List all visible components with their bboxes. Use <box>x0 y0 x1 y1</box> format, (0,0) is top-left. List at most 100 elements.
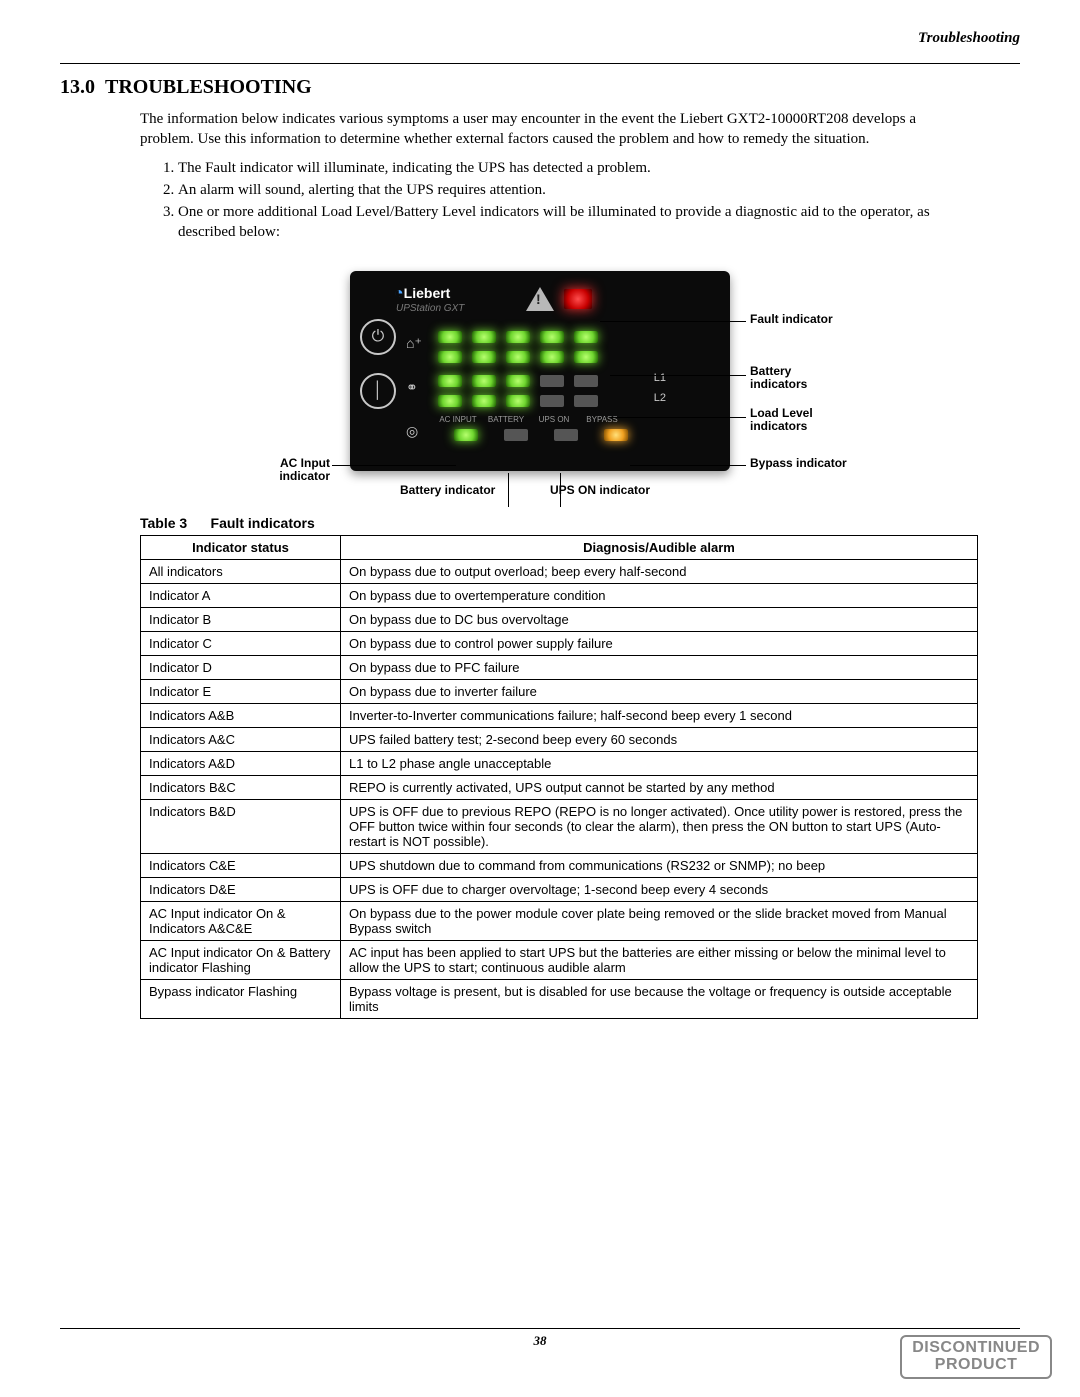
ups-front-panel: ◔Liebert UPStation GXT ⏻ │ ⌂⁺ ⚭ ◎ ! L1 L… <box>350 271 730 471</box>
callout-line <box>332 465 456 466</box>
table-cell: Indicator A <box>141 583 341 607</box>
table-row: Indicators B&CREPO is currently activate… <box>141 775 978 799</box>
line-label: L1 <box>654 372 666 384</box>
table-cell: L1 to L2 phase angle unacceptable <box>341 751 978 775</box>
table-row: Indicators D&EUPS is OFF due to charger … <box>141 877 978 901</box>
battery-led-row <box>438 331 598 343</box>
brand-logo: ◔Liebert <box>394 285 450 303</box>
callout-line <box>600 321 746 322</box>
table-cell: Indicators A&C <box>141 727 341 751</box>
table-cell: Indicator E <box>141 679 341 703</box>
table-cell: Indicator C <box>141 631 341 655</box>
led <box>540 331 564 343</box>
table-header: Indicator status <box>141 535 341 559</box>
power-off-icon: │ <box>360 373 396 409</box>
table-row: Indicator DOn bypass due to PFC failure <box>141 655 978 679</box>
table-cell: Inverter-to-Inverter communications fail… <box>341 703 978 727</box>
battery-icon: ⌂⁺ <box>406 335 422 352</box>
table-row: Indicator AOn bypass due to overtemperat… <box>141 583 978 607</box>
table-cell: UPS shutdown due to command from communi… <box>341 853 978 877</box>
callout-fault: Fault indicator <box>750 313 850 327</box>
led <box>574 375 598 387</box>
table-cell: Bypass indicator Flashing <box>141 979 341 1018</box>
table-caption-text: Fault indicators <box>211 515 315 531</box>
callout-ac-input: AC Input indicator <box>240 457 330 485</box>
page-number: 38 <box>534 1333 547 1348</box>
load-led-row <box>438 395 598 407</box>
led <box>438 351 462 363</box>
led <box>438 395 462 407</box>
table-cell: AC Input indicator On & Battery indicato… <box>141 940 341 979</box>
section-title-text: Troubleshooting <box>105 76 312 98</box>
callout-upson-bottom: UPS ON indicator <box>550 483 650 497</box>
running-title: Troubleshooting <box>60 30 1020 47</box>
table-cell: Indicator B <box>141 607 341 631</box>
callout-line <box>630 465 746 466</box>
numbered-list: The Fault indicator will illuminate, ind… <box>160 158 940 243</box>
fault-indicator-table: Indicator status Diagnosis/Audible alarm… <box>140 535 978 1019</box>
warning-bang-icon: ! <box>536 291 541 307</box>
table-cell: On bypass due to overtemperature conditi… <box>341 583 978 607</box>
table-caption-prefix: Table 3 <box>140 515 187 531</box>
table-row: Indicators A&CUPS failed battery test; 2… <box>141 727 978 751</box>
subbrand-text: UPStation GXT <box>396 303 464 314</box>
table-row: All indicatorsOn bypass due to output ov… <box>141 559 978 583</box>
led <box>438 331 462 343</box>
led <box>574 351 598 363</box>
led <box>472 331 496 343</box>
led <box>506 375 530 387</box>
intro-paragraph: The information below indicates various … <box>140 109 940 150</box>
led <box>472 375 496 387</box>
table-cell: On bypass due to control power supply fa… <box>341 631 978 655</box>
led <box>472 395 496 407</box>
table-cell: Indicators B&D <box>141 799 341 853</box>
list-item: One or more additional Load Level/Batter… <box>178 202 940 243</box>
table-row: Indicator COn bypass due to control powe… <box>141 631 978 655</box>
table-cell: UPS failed battery test; 2-second beep e… <box>341 727 978 751</box>
table-cell: Indicators D&E <box>141 877 341 901</box>
status-label: AC INPUT <box>438 415 478 424</box>
led <box>506 331 530 343</box>
status-led-row <box>454 429 628 441</box>
table-cell: Indicator D <box>141 655 341 679</box>
led <box>540 351 564 363</box>
power-on-icon: ⏻ <box>360 319 396 355</box>
led <box>540 375 564 387</box>
bottom-callout-row: Battery indicator UPS ON indicator <box>240 483 840 509</box>
table-cell: AC Input indicator On & Indicators A&C&E <box>141 901 341 940</box>
callout-bypass: Bypass indicator <box>750 457 850 471</box>
table-row: Indicator EOn bypass due to inverter fai… <box>141 679 978 703</box>
callout-line <box>610 417 746 418</box>
table-cell: REPO is currently activated, UPS output … <box>341 775 978 799</box>
table-cell: On bypass due to output overload; beep e… <box>341 559 978 583</box>
table-row: Indicator BOn bypass due to DC bus overv… <box>141 607 978 631</box>
table-cell: Indicators C&E <box>141 853 341 877</box>
table-header: Diagnosis/Audible alarm <box>341 535 978 559</box>
section-heading: 13.0 Troubleshooting <box>60 76 1020 99</box>
table-cell: UPS is OFF due to previous REPO (REPO is… <box>341 799 978 853</box>
led <box>506 395 530 407</box>
table-row: Indicators A&BInverter-to-Inverter commu… <box>141 703 978 727</box>
status-label: UPS ON <box>534 415 574 424</box>
load-led-row <box>438 375 598 387</box>
battery-led-row <box>438 351 598 363</box>
table-caption: Table 3 Fault indicators <box>140 515 1020 531</box>
led <box>472 351 496 363</box>
circle-icon: ◎ <box>406 423 418 440</box>
list-item: An alarm will sound, alerting that the U… <box>178 180 940 200</box>
led <box>540 395 564 407</box>
callout-load: Load Level indicators <box>750 407 850 435</box>
divider-top <box>60 63 1020 64</box>
table-cell: AC input has been applied to start UPS b… <box>341 940 978 979</box>
stamp-line: DISCONTINUED <box>912 1339 1040 1356</box>
led <box>504 429 528 441</box>
table-cell: On bypass due to inverter failure <box>341 679 978 703</box>
table-row: Indicators C&EUPS shutdown due to comman… <box>141 853 978 877</box>
led <box>604 429 628 441</box>
discontinued-stamp: DISCONTINUED PRODUCT <box>900 1335 1052 1379</box>
indicator-diagram: A B C D E ◔Liebert UPStation GXT ⏻ │ ⌂⁺ … <box>240 271 840 509</box>
callout-battery: Battery indicators <box>750 365 850 393</box>
table-row: AC Input indicator On & Battery indicato… <box>141 940 978 979</box>
table-cell: On bypass due to DC bus overvoltage <box>341 607 978 631</box>
led <box>554 429 578 441</box>
